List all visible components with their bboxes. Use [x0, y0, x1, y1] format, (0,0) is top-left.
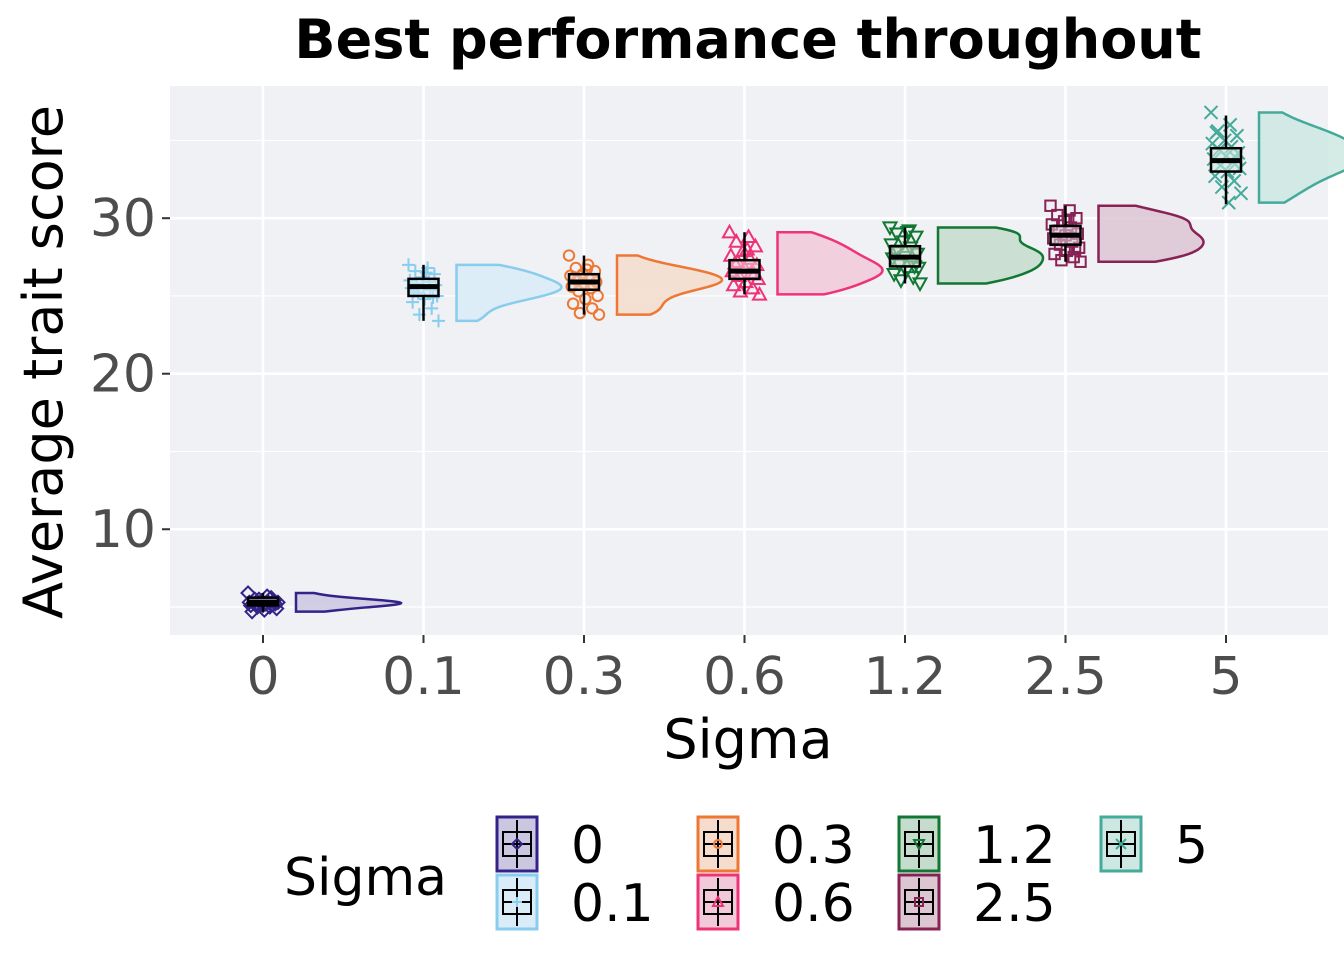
x-axis-title: Sigma	[663, 708, 832, 771]
y-axis-title: Average trait score	[12, 105, 75, 619]
point-0.1	[425, 301, 439, 315]
x-tick-label: 0	[246, 647, 279, 707]
legend-point-0	[510, 837, 524, 851]
series-0	[240, 585, 403, 620]
series-5	[1203, 105, 1344, 210]
point-0.6	[734, 242, 752, 258]
legend-label-2.5: 2.5	[973, 874, 1056, 934]
legend-point-1.2	[912, 839, 926, 852]
x-tick-label: 0.6	[703, 647, 786, 707]
point-0.1	[408, 264, 422, 278]
legend-label-0.6: 0.6	[772, 874, 855, 934]
legend-key-5: 5	[1099, 815, 1208, 876]
legend-point-0.1	[512, 897, 522, 907]
point-0.3	[579, 292, 592, 306]
violin-0.1	[455, 263, 563, 323]
legend-key-0.6: 0.6	[696, 873, 855, 934]
point-0.3	[566, 297, 580, 310]
series-0.6	[721, 223, 884, 301]
point-0.6	[728, 232, 745, 248]
series-1.2	[881, 221, 1045, 293]
point-1.2	[911, 277, 929, 293]
legend-key-0.1: 0.1	[495, 873, 654, 934]
x-tick-label: 0.3	[543, 647, 626, 707]
legend-key-2.5: 2.5	[897, 873, 1056, 934]
point-5	[1233, 186, 1249, 201]
point-5	[1209, 125, 1224, 140]
violin-5	[1257, 111, 1344, 204]
plot-panel	[170, 86, 1328, 635]
violin-0.6	[776, 230, 884, 296]
point-5	[1226, 173, 1242, 189]
point-0.6	[744, 279, 761, 295]
point-5	[1229, 128, 1245, 143]
legend-label-0.1: 0.1	[571, 874, 654, 934]
point-0.3	[592, 308, 606, 321]
legend-key-1.2: 1.2	[897, 815, 1056, 876]
legend-title: Sigma	[284, 848, 447, 908]
point-0.3	[562, 249, 576, 262]
point-0.6	[747, 237, 764, 253]
x-tick-label: 5	[1209, 647, 1242, 707]
point-5	[1203, 105, 1219, 120]
point-1.2	[888, 227, 906, 243]
point-2.5	[1048, 247, 1061, 261]
point-0.1	[419, 266, 433, 280]
point-0.1	[406, 295, 420, 309]
y-axis-ticks: 10 20 30	[90, 189, 170, 560]
point-0.6	[751, 285, 768, 301]
chart-title: Best performance throughout	[294, 8, 1201, 71]
series-0.3	[562, 249, 724, 321]
series-2.5	[1044, 199, 1205, 268]
point-2.5	[1074, 255, 1087, 268]
legend: Sigma 00.1 0.30.6 1.22.5 5	[284, 815, 1208, 934]
point-1.2	[907, 230, 925, 246]
legend-label-5: 5	[1175, 816, 1208, 876]
point-0.6	[737, 273, 755, 289]
legend-key-0.3: 0.3	[696, 815, 855, 876]
y-tick-label: 10	[90, 500, 156, 560]
point-5	[1221, 195, 1236, 210]
legend-label-0: 0	[571, 816, 604, 876]
legend-label-0.3: 0.3	[772, 816, 855, 876]
legend-key-0: 0	[495, 815, 604, 876]
x-tick-label: 0.1	[382, 647, 465, 707]
x-tick-label: 1.2	[864, 647, 947, 707]
x-axis-ticks: 0 0.1 0.3 0.6 1.2 2.5 5	[246, 635, 1243, 707]
legend-point-0.3	[713, 839, 723, 849]
point-0	[244, 603, 261, 620]
violin-2.5	[1097, 204, 1205, 263]
legend-point-5	[1115, 838, 1127, 850]
point-0.1	[402, 258, 415, 272]
point-0.6	[725, 276, 742, 292]
violin-1.2	[936, 226, 1045, 285]
series-layer	[240, 105, 1344, 620]
x-tick-label: 2.5	[1024, 647, 1107, 707]
point-0.1	[432, 314, 445, 328]
violin-0.3	[615, 254, 724, 316]
point-0.3	[585, 302, 599, 315]
legend-point-2.5	[914, 897, 924, 907]
y-tick-label: 30	[90, 189, 156, 249]
legend-label-1.2: 1.2	[973, 816, 1056, 876]
point-0.6	[721, 223, 738, 239]
violin-0	[294, 591, 403, 613]
series-0.1	[402, 258, 563, 328]
y-tick-label: 20	[90, 345, 156, 405]
grid	[170, 86, 1328, 635]
legend-point-0.6	[711, 894, 725, 907]
point-2.5	[1044, 199, 1057, 212]
